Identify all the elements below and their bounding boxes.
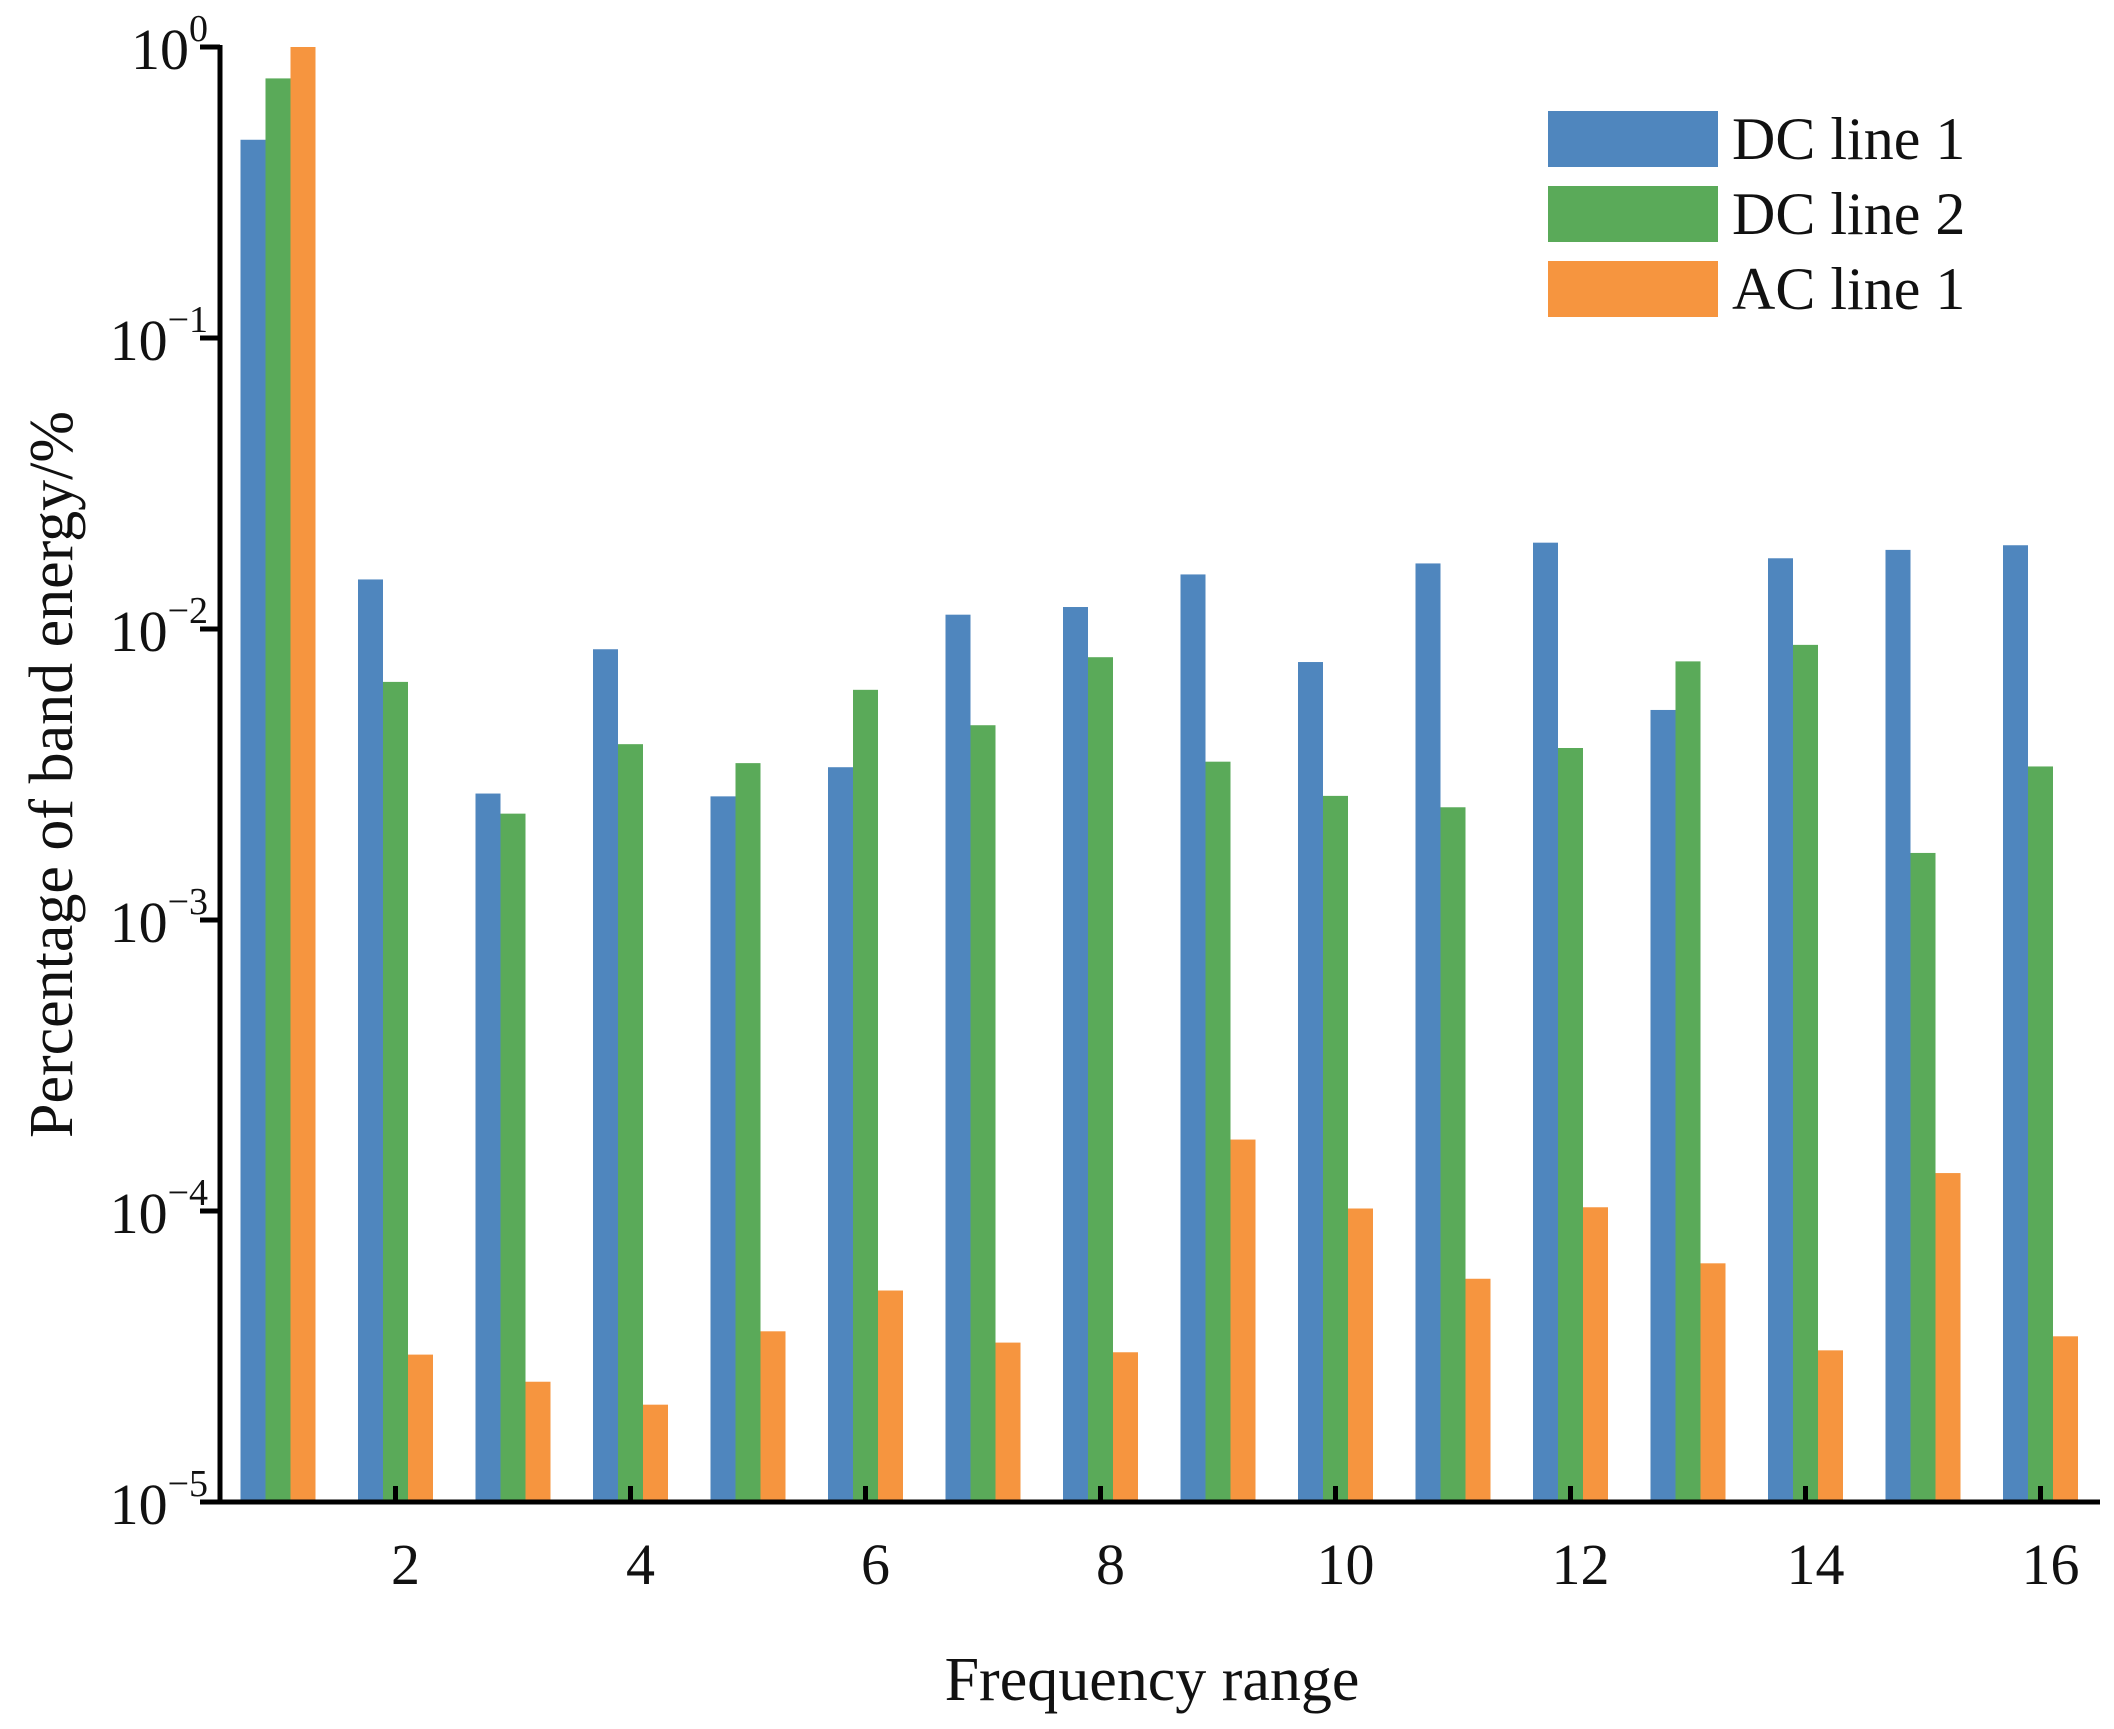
legend: DC line 1 DC line 2 AC line 1	[1548, 106, 1965, 322]
bar	[970, 725, 996, 1502]
legend-item: DC line 1	[1548, 106, 1965, 172]
x-tick-label: 2	[391, 1532, 420, 1597]
bar	[643, 1404, 668, 1502]
bar	[525, 1381, 551, 1502]
series-dc-line-1	[240, 139, 2028, 1503]
bar	[408, 1354, 433, 1502]
bar	[240, 139, 266, 1503]
bar	[945, 614, 971, 1502]
y-axis-title: Percentage of band energy/%	[18, 411, 86, 1138]
bar	[1465, 1278, 1491, 1502]
series-dc-line-2	[265, 78, 2053, 1502]
bar	[1323, 795, 1348, 1502]
bar	[475, 793, 501, 1502]
axes	[217, 45, 2100, 1505]
bar	[1558, 748, 1583, 1502]
bar	[1180, 574, 1206, 1502]
series-ac-line-1	[290, 47, 2078, 1502]
y-tick-label: 10−3	[110, 881, 208, 955]
legend-label: DC line 2	[1732, 181, 1965, 247]
bar	[760, 1331, 786, 1502]
bar	[1230, 1139, 1256, 1502]
bar	[500, 813, 526, 1502]
y-ticks: 100 10−1 10−2 10−3 10−4 10−5	[110, 8, 220, 1537]
bar	[995, 1342, 1021, 1502]
bar	[710, 796, 736, 1502]
bar	[1818, 1350, 1843, 1502]
bar	[618, 744, 643, 1502]
bar	[1063, 607, 1088, 1502]
bar	[1533, 542, 1558, 1502]
legend-item: DC line 2	[1548, 181, 1965, 247]
x-tick-label: 12	[1552, 1532, 1610, 1597]
bar-series-group	[240, 47, 2078, 1503]
bar	[1348, 1208, 1373, 1502]
bar	[1910, 852, 1936, 1502]
bar	[2028, 766, 2053, 1502]
legend-swatch	[1548, 261, 1718, 317]
y-tick-label: 10−5	[110, 1463, 208, 1537]
bar	[290, 47, 316, 1502]
bar	[383, 681, 408, 1502]
bar	[1935, 1173, 1961, 1502]
bar	[878, 1290, 903, 1502]
y-tick-label: 10−4	[110, 1172, 208, 1246]
bar	[1205, 761, 1231, 1502]
legend-swatch	[1548, 186, 1718, 242]
x-tick-label: 6	[861, 1532, 890, 1597]
bar	[1700, 1263, 1726, 1502]
bar	[735, 763, 761, 1502]
x-ticks: 2 4 6 8 10 12 14 16	[391, 1486, 2080, 1597]
bar	[1440, 807, 1466, 1502]
bar	[1113, 1352, 1138, 1502]
y-tick-label: 10−2	[110, 590, 208, 664]
bar	[265, 78, 291, 1502]
bar	[1298, 662, 1323, 1502]
y-tick-label: 10−1	[110, 299, 208, 373]
legend-swatch	[1548, 111, 1718, 167]
bar	[1415, 563, 1441, 1502]
legend-label: AC line 1	[1732, 256, 1965, 322]
legend-label: DC line 1	[1732, 106, 1965, 172]
bar	[2053, 1336, 2078, 1502]
bar	[1583, 1207, 1608, 1502]
bar	[853, 689, 878, 1502]
x-axis-title: Frequency range	[945, 1646, 1360, 1714]
legend-item: AC line 1	[1548, 256, 1965, 322]
y-tick-label: 100	[131, 8, 208, 82]
x-tick-label: 10	[1317, 1532, 1375, 1597]
bar	[1793, 644, 1818, 1502]
x-tick-label: 16	[2022, 1532, 2080, 1597]
x-tick-label: 4	[626, 1532, 655, 1597]
x-tick-label: 14	[1787, 1532, 1845, 1597]
x-tick-label: 8	[1096, 1532, 1125, 1597]
bar	[1650, 709, 1676, 1502]
bar	[1675, 661, 1701, 1502]
bar	[593, 649, 618, 1502]
bar	[2003, 545, 2028, 1502]
bar	[1768, 558, 1793, 1502]
bar	[358, 579, 383, 1502]
bar	[828, 767, 853, 1502]
bar	[1088, 657, 1113, 1502]
bar	[1885, 549, 1911, 1502]
